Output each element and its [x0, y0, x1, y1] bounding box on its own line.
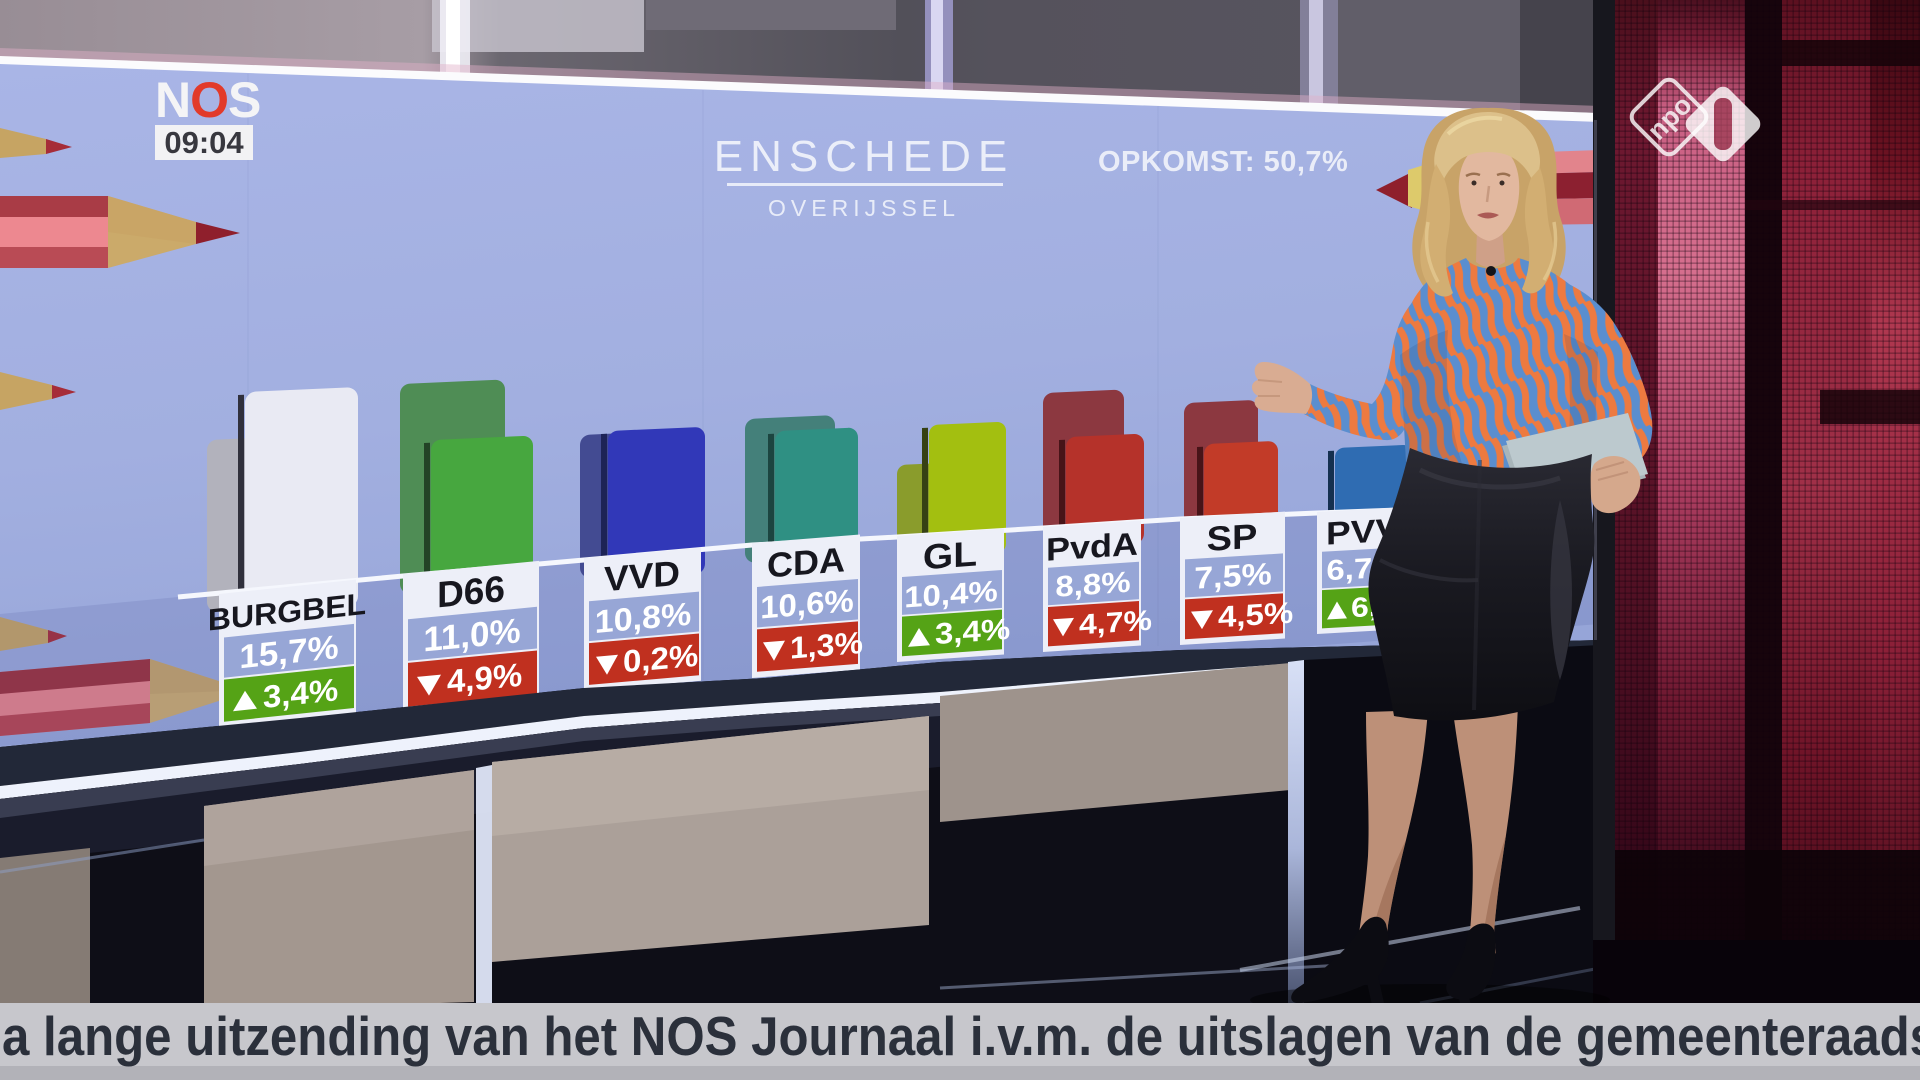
svg-text:3,4%: 3,4% — [935, 612, 1010, 650]
svg-text:09:04: 09:04 — [164, 125, 244, 160]
svg-text:NOS: NOS — [155, 72, 260, 128]
svg-text:4,9%: 4,9% — [447, 656, 522, 700]
svg-text:SP: SP — [1207, 516, 1258, 558]
svg-text:8,8%: 8,8% — [1055, 565, 1130, 603]
svg-text:7,5%: 7,5% — [1194, 557, 1272, 596]
svg-text:OVERIJSSEL: OVERIJSSEL — [768, 195, 960, 221]
svg-text:D66: D66 — [437, 568, 505, 615]
svg-text:GL: GL — [923, 533, 977, 576]
svg-text:3,4%: 3,4% — [263, 672, 338, 715]
svg-text:a lange uitzending van het NOS: a lange uitzending van het NOS Journaal … — [2, 1005, 1920, 1067]
svg-text:11,0%: 11,0% — [423, 611, 520, 659]
svg-text:ENSCHEDE: ENSCHEDE — [714, 132, 1015, 181]
svg-text:4,5%: 4,5% — [1218, 595, 1293, 634]
svg-text:10,6%: 10,6% — [760, 583, 854, 626]
svg-text:PvdA: PvdA — [1046, 526, 1138, 568]
svg-text:4,7%: 4,7% — [1079, 605, 1152, 641]
svg-text:10,8%: 10,8% — [595, 596, 691, 640]
svg-text:10,4%: 10,4% — [904, 574, 998, 614]
svg-text:VVD: VVD — [604, 553, 680, 600]
svg-text:CDA: CDA — [767, 540, 845, 585]
svg-text:1,3%: 1,3% — [790, 625, 863, 665]
svg-text:OPKOMST: 50,7%: OPKOMST: 50,7% — [1098, 146, 1348, 178]
svg-text:0,2%: 0,2% — [623, 638, 698, 680]
